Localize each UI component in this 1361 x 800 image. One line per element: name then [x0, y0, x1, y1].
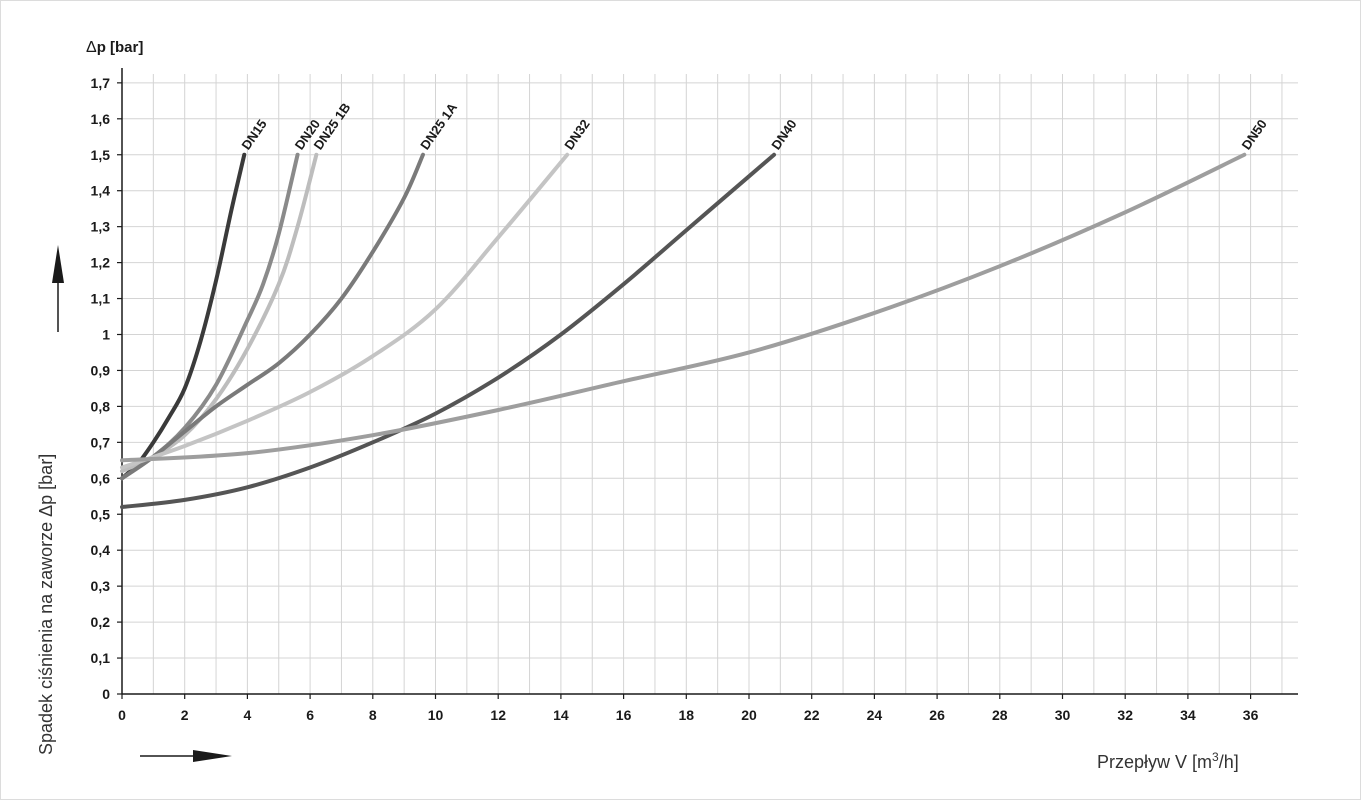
delta-symbol: Δ [86, 39, 97, 56]
y-axis-top-unit: p [bar] [97, 39, 144, 56]
x-tick-label: 34 [1180, 707, 1196, 723]
x-tick-label: 8 [369, 707, 377, 723]
x-tick-label: 28 [992, 707, 1008, 723]
y-tick-label: 1,2 [91, 255, 111, 271]
x-tick-label: 0 [118, 707, 126, 723]
y-tick-label: 0,4 [91, 542, 111, 558]
x-tick-label: 4 [244, 707, 252, 723]
x-tick-labels: 0 2 4 6 8 10 12 14 16 18 20 22 24 26 28 30 32 34 36 [118, 707, 1258, 723]
y-tick-label: 0,5 [91, 506, 111, 522]
y-tick-label: 0,8 [91, 398, 111, 414]
y-tick-label: 0 [102, 686, 110, 702]
y-tick-labels: 0 0,1 0,2 0,3 0,4 0,5 0,6 0,7 0,8 0,9 1 1,1 1,2 1,3 1,… [91, 75, 111, 702]
up-arrow-icon [52, 245, 64, 332]
y-tick-label: 1,3 [91, 219, 111, 235]
series-line [120, 152, 1247, 463]
x-tick-label: 6 [306, 707, 314, 723]
x-tick-label: 16 [616, 707, 632, 723]
x-tick-label: 30 [1055, 707, 1071, 723]
y-axis-title: Spadek ciśnienia na zaworze Δp [bar] [36, 454, 56, 755]
axes [117, 68, 1298, 699]
curves [120, 152, 1247, 510]
y-tick-label: 1,6 [91, 111, 111, 127]
x-tick-label: 36 [1243, 707, 1259, 723]
y-tick-label: 0,6 [91, 470, 111, 486]
x-tick-label: 26 [929, 707, 945, 723]
y-tick-label: 1 [102, 327, 110, 343]
x-tick-label: 32 [1117, 707, 1133, 723]
x-tick-label: 22 [804, 707, 820, 723]
y-tick-label: 0,7 [91, 434, 111, 450]
x-axis-title: Przepływ V [m3/h] [1097, 750, 1239, 772]
y-tick-label: 0,9 [91, 362, 111, 378]
grid [122, 74, 1298, 694]
x-tick-label: 2 [181, 707, 189, 723]
y-tick-label: 1,1 [91, 291, 111, 307]
plot-area [122, 74, 1298, 694]
x-tick-label: 18 [679, 707, 695, 723]
right-arrow-icon [140, 750, 232, 762]
y-tick-label: 0,2 [91, 614, 111, 630]
series-line [120, 152, 425, 481]
y-tick-label: 0,3 [91, 578, 111, 594]
x-tick-label: 20 [741, 707, 757, 723]
y-tick-label: 1,5 [91, 147, 111, 163]
y-tick-label: 1,4 [91, 183, 111, 199]
y-axis-top-label: Δp [bar] [86, 39, 143, 56]
series-line [120, 152, 777, 510]
y-tick-label: 1,7 [91, 75, 111, 91]
y-tick-label: 0,1 [91, 650, 111, 666]
x-tick-label: 24 [867, 707, 883, 723]
x-tick-label: 10 [428, 707, 444, 723]
x-tick-label: 12 [490, 707, 506, 723]
series-line [120, 152, 570, 470]
x-tick-label: 14 [553, 707, 569, 723]
